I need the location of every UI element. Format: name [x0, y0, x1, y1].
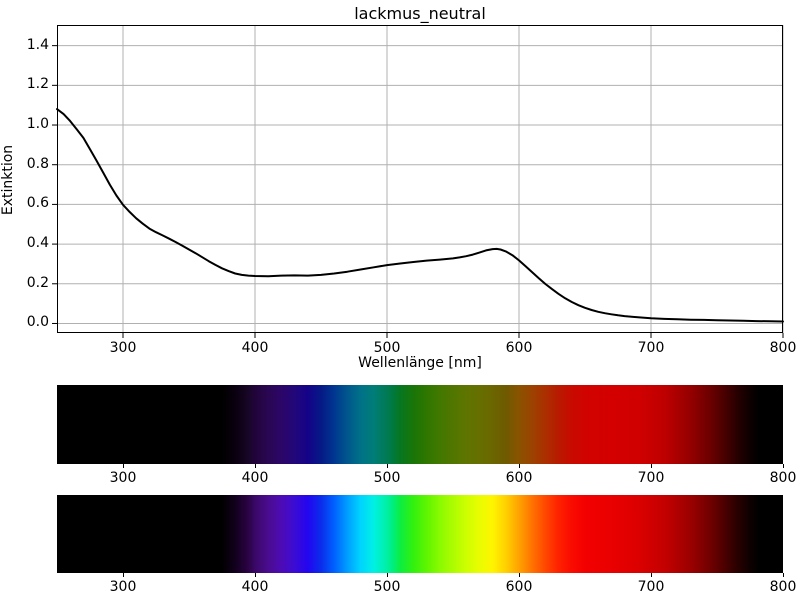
y-tick-label: 1.4	[26, 36, 49, 53]
x-axis-label: Wellenlänge [nm]	[358, 355, 482, 371]
y-axis-label: Extinktion	[0, 144, 16, 216]
y-tick-label: 0.8	[26, 155, 49, 172]
strip-tick-mark	[255, 464, 256, 468]
strip-tick-mark	[123, 464, 124, 468]
y-tick-label: 1.2	[26, 76, 49, 93]
strip-tick-mark	[519, 464, 520, 468]
x-tick-label: 400	[241, 340, 269, 356]
y-tick-label: 0.6	[26, 195, 49, 212]
y-tick-label: 0.0	[26, 314, 49, 331]
strip-tick-label: 600	[505, 579, 533, 595]
strip-tick-label: 700	[637, 579, 665, 595]
x-tick-label: 700	[637, 340, 665, 356]
x-tick-label: 500	[373, 340, 401, 356]
y-tick-label: 0.4	[26, 235, 49, 252]
strip-tick-mark	[783, 464, 784, 468]
strip-tick-mark	[387, 464, 388, 468]
spectrum-strip-reference	[57, 495, 783, 573]
strip-tick-mark	[783, 573, 784, 577]
x-tick-label: 300	[109, 340, 137, 356]
chart-title: lackmus_neutral	[354, 4, 486, 23]
main-plot	[52, 25, 784, 338]
strip-tick-mark	[123, 573, 124, 577]
strip-tick-mark	[651, 573, 652, 577]
strip-tick-label: 500	[373, 579, 401, 595]
y-tick-label: 0.2	[26, 274, 49, 291]
strip-tick-label: 600	[505, 470, 533, 486]
strip-tick-label: 700	[637, 470, 665, 486]
strip-tick-label: 800	[769, 579, 797, 595]
strip-tick-mark	[651, 464, 652, 468]
x-tick-label: 800	[769, 340, 797, 356]
strip-tick-mark	[387, 573, 388, 577]
y-tick-label: 1.0	[26, 116, 49, 133]
strip-tick-label: 300	[109, 579, 137, 595]
strip-tick-label: 500	[373, 470, 401, 486]
strip-tick-label: 400	[241, 579, 269, 595]
strip-tick-label: 300	[109, 470, 137, 486]
strip-tick-label: 800	[769, 470, 797, 486]
strip-tick-mark	[519, 573, 520, 577]
plot-border	[57, 25, 783, 333]
strip-tick-label: 400	[241, 470, 269, 486]
extinction-curve	[56, 108, 784, 323]
spectrum-strip-filtered	[57, 385, 783, 464]
strip-tick-mark	[255, 573, 256, 577]
x-tick-label: 600	[505, 340, 533, 356]
